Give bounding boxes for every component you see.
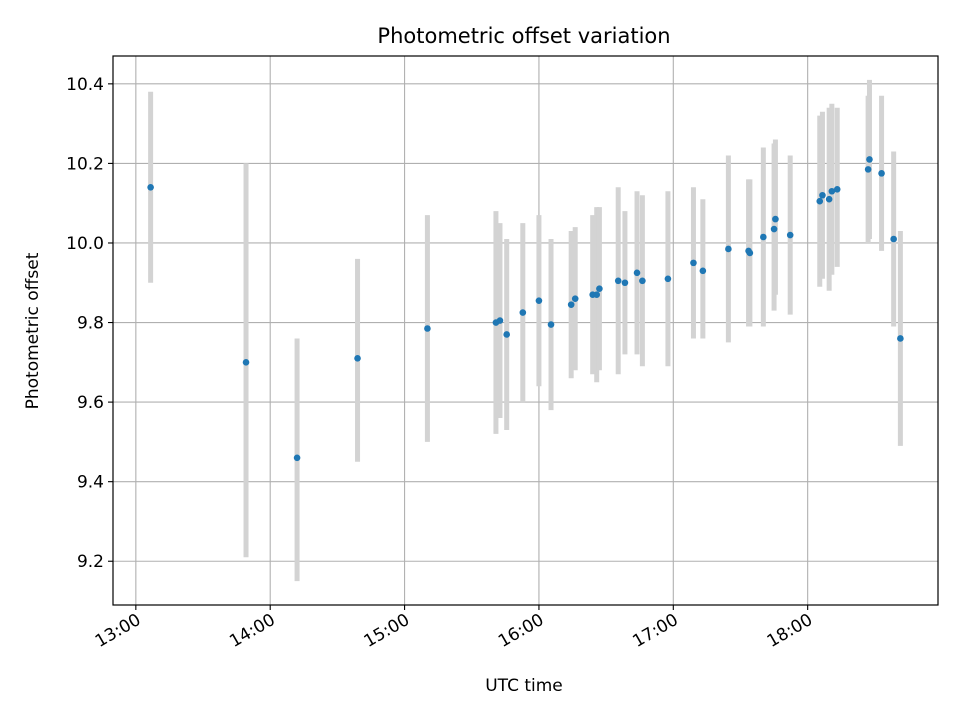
data-point [567,301,575,308]
data-point [746,249,754,257]
data-point [828,187,836,195]
data-point [690,259,697,267]
data-point [639,277,646,285]
data-point [293,454,301,462]
data-point [786,231,794,239]
data-point [819,191,826,199]
data-point [664,275,672,283]
y-tick-label: 9.8 [77,314,104,334]
data-point [890,235,897,243]
data-point [725,245,732,253]
data-points [147,156,904,462]
data-point [596,285,603,293]
data-point [535,297,543,304]
data-point [833,185,841,193]
data-point [593,291,601,298]
data-point [547,321,555,328]
data-point [503,331,510,338]
y-axis-label: Photometric offset [23,252,43,409]
data-point [878,170,885,177]
data-point [496,317,504,324]
data-point [633,269,641,277]
data-point [424,325,431,332]
data-point [897,335,904,342]
chart-title: Photometric offset variation [377,24,670,48]
y-tick-label: 10.2 [66,154,104,174]
y-tick-label: 9.2 [77,552,104,572]
x-axis-label: UTC time [485,676,563,696]
grid [113,56,938,605]
plot-frame [112,55,939,606]
data-point [571,295,579,302]
data-point [614,277,622,285]
y-tick-label: 9.4 [77,473,104,493]
data-point [519,309,527,316]
data-point [354,355,361,362]
data-point [699,267,707,275]
data-point [770,225,778,233]
data-point [772,215,779,223]
data-point [864,166,872,173]
data-point [147,183,154,191]
y-tick-label: 10.4 [66,75,104,95]
data-point [760,233,767,241]
data-point [825,195,833,203]
data-point [242,359,250,366]
y-tick-label: 10.0 [66,234,104,254]
data-point [621,279,629,287]
data-point [816,197,824,205]
data-point [866,156,873,163]
y-tick-label: 9.6 [77,393,104,413]
